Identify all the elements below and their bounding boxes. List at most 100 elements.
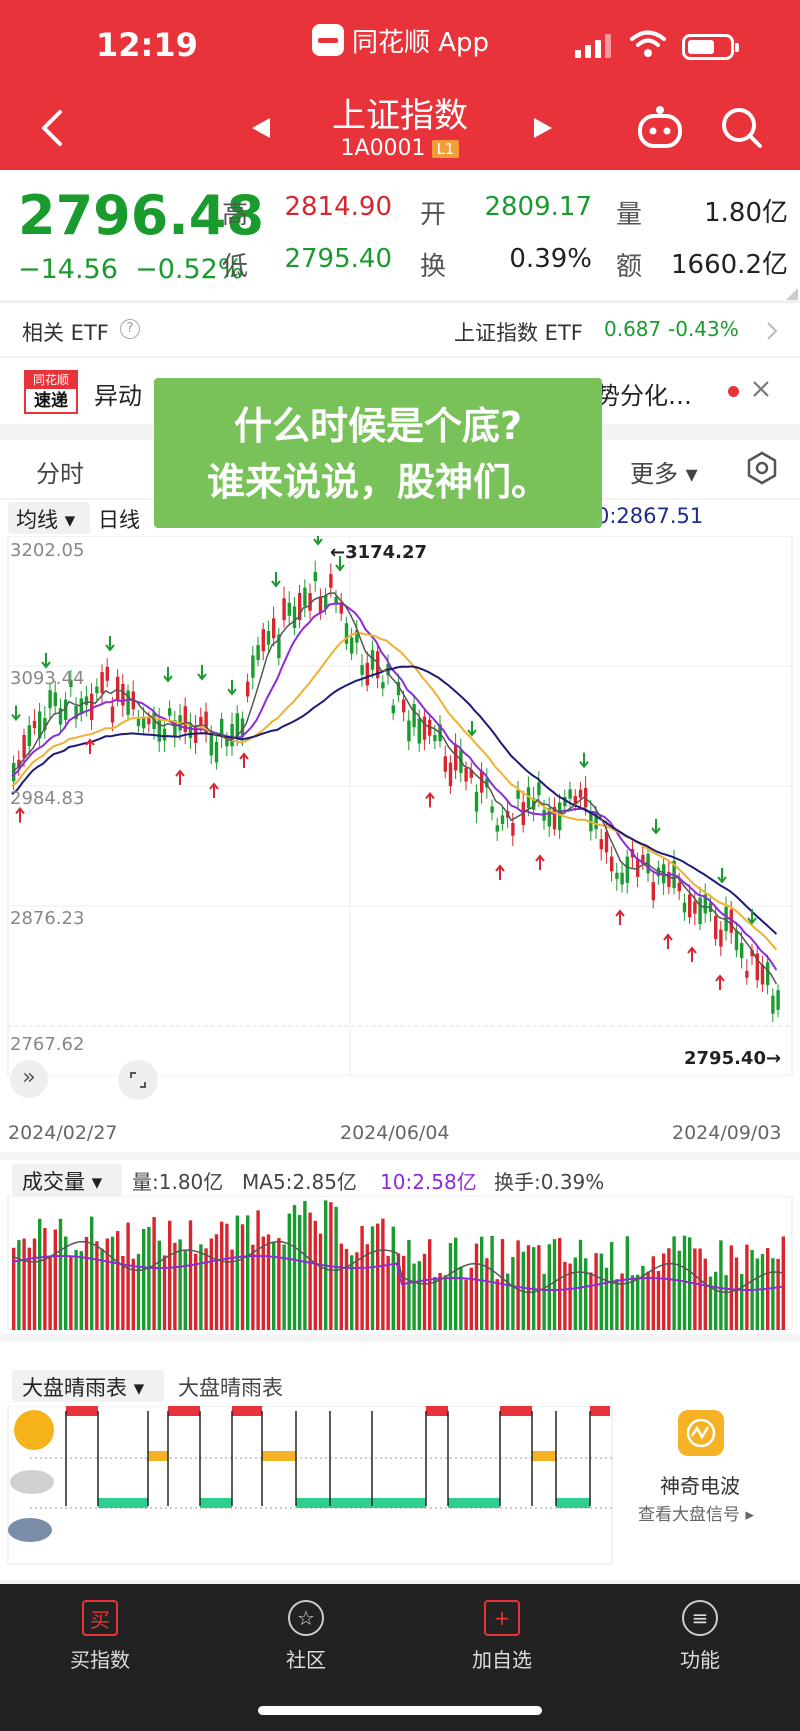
candle-body <box>469 769 473 778</box>
app-indicator[interactable]: 同花顺 App <box>312 22 489 58</box>
signal-down-arrow <box>271 572 281 588</box>
volume-bar <box>188 1220 193 1330</box>
fullscreen-icon[interactable] <box>118 1060 158 1100</box>
volume-bar <box>734 1257 739 1330</box>
volume-bar <box>105 1238 109 1330</box>
candle-body <box>511 823 515 836</box>
weather-selector[interactable]: 大盘晴雨表 ▾ <box>12 1370 164 1402</box>
volume-bar <box>183 1249 187 1330</box>
expand-left-icon[interactable]: » <box>10 1060 48 1098</box>
nav-community-label: 社区 <box>286 1648 326 1672</box>
weather-segment <box>500 1406 532 1416</box>
card-link[interactable]: 查看大盘信号 ▸ <box>638 1505 754 1525</box>
signal-down-arrow <box>41 653 51 669</box>
volume-bar <box>157 1240 161 1330</box>
weather-segment <box>448 1498 500 1508</box>
candle-body <box>58 708 63 725</box>
ma-selector[interactable]: 均线 ▾ <box>8 502 90 534</box>
candle-body <box>381 682 385 689</box>
volume-bar <box>391 1226 395 1330</box>
candle-body <box>90 693 94 721</box>
candle-body <box>318 597 323 613</box>
volume-chart[interactable] <box>0 1196 800 1330</box>
weather-segment <box>426 1406 448 1416</box>
nav-functions[interactable]: ≡ 功能 <box>630 1600 770 1673</box>
volume-bar <box>719 1240 723 1330</box>
robot-assistant-icon[interactable] <box>636 104 684 150</box>
volume-bar <box>641 1265 645 1330</box>
volume-bar <box>235 1215 239 1330</box>
volume-bar <box>745 1244 749 1330</box>
signal-down-arrow <box>11 705 21 722</box>
prev-stock-icon[interactable] <box>250 116 272 140</box>
candle-body <box>126 690 130 715</box>
nav-add-watchlist-label: 加自选 <box>472 1648 532 1672</box>
candle-body <box>32 720 37 728</box>
volume-selector[interactable]: 成交量 ▾ <box>12 1164 122 1196</box>
volume-bar <box>485 1258 489 1330</box>
candle-body <box>584 787 588 808</box>
candle-body <box>682 902 687 913</box>
volume-bar <box>516 1240 520 1330</box>
etf-price: 0.687 <box>604 317 662 341</box>
volume-bar <box>506 1273 510 1330</box>
volume-bar <box>69 1255 73 1330</box>
candle-body <box>256 645 260 661</box>
ma-value: 0:2867.51 <box>596 504 704 528</box>
back-arrow-icon[interactable] <box>38 108 64 148</box>
candle-body <box>183 706 187 733</box>
wave-glyph-icon <box>686 1418 716 1448</box>
news-text-start: 异动 <box>94 382 142 410</box>
tab-intraday[interactable]: 分时 <box>36 460 84 488</box>
nav-add-watchlist[interactable]: + 加自选 <box>432 1600 572 1673</box>
candle-body <box>308 593 312 611</box>
expand-corner-icon[interactable] <box>786 288 798 300</box>
search-icon[interactable] <box>720 106 764 150</box>
candle-body <box>43 717 47 731</box>
candle-body <box>292 606 297 629</box>
etf-label: 相关 ETF <box>22 321 109 345</box>
settings-hex-icon[interactable] <box>744 450 780 486</box>
volume-bar <box>38 1218 42 1330</box>
signal-down-arrow <box>717 868 727 884</box>
kline-chart[interactable] <box>0 536 800 1076</box>
volume-bar <box>12 1247 16 1330</box>
candle-body <box>568 789 572 799</box>
candle-body <box>261 629 265 652</box>
change-value: −14.56 <box>18 254 118 285</box>
date-end: 2024/09/03 <box>672 1122 782 1144</box>
news-logo-bottom: 速递 <box>34 391 68 411</box>
menu-icon: ≡ <box>682 1600 718 1636</box>
volume-bar <box>204 1248 208 1330</box>
volume-bar <box>703 1258 707 1330</box>
magic-wave-card[interactable]: 神奇电波 查看大盘信号 ▸ <box>620 1406 792 1564</box>
related-etf-row[interactable]: 相关 ETF ? 上证指数 ETF 0.687 -0.43% <box>0 302 800 356</box>
volume-bar <box>251 1244 255 1330</box>
volume-bar <box>480 1236 484 1330</box>
volume-bar <box>495 1279 499 1330</box>
candle-body <box>396 681 401 696</box>
weather-chart[interactable] <box>0 1406 620 1566</box>
volume-bar <box>422 1253 427 1330</box>
volume-bar <box>220 1221 224 1330</box>
volume-bar <box>386 1255 390 1330</box>
tab-more[interactable]: 更多 ▾ <box>630 460 698 488</box>
period-label[interactable]: 日线 <box>98 508 140 532</box>
volume-bar <box>552 1239 557 1330</box>
help-icon[interactable]: ? <box>120 319 140 339</box>
volume-bar <box>230 1249 234 1330</box>
nav-buy-index[interactable]: 买 买指数 <box>30 1600 170 1673</box>
volume-bar <box>381 1218 385 1330</box>
candle-body <box>464 767 468 782</box>
news-logo-top: 同花顺 <box>26 372 76 389</box>
volume-turnover: 换手:0.39% <box>494 1170 605 1194</box>
candle-body <box>693 901 697 914</box>
next-stock-icon[interactable] <box>532 116 554 140</box>
volume-selector-label: 成交量 <box>22 1170 85 1194</box>
close-icon[interactable] <box>752 380 770 398</box>
volume-bar <box>74 1249 78 1330</box>
volume-bar <box>308 1212 312 1330</box>
ma-selector-label: 均线 <box>16 508 58 532</box>
nav-community[interactable]: ☆ 社区 <box>236 1600 376 1673</box>
volume-bar <box>318 1233 323 1330</box>
